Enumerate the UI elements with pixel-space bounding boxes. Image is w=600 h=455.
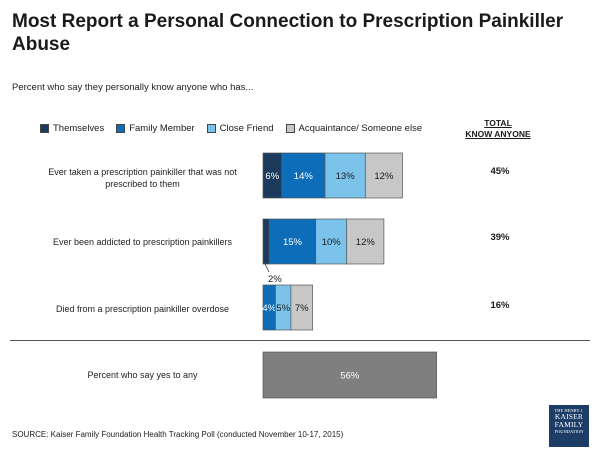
bar-row1-acquaintance xyxy=(346,218,385,265)
legend-item-family: Family Member xyxy=(116,123,195,134)
kff-logo: THE HENRY J. KAISER FAMILY FOUNDATION xyxy=(549,405,589,447)
bar-label-row0-friend: 13% xyxy=(336,171,356,182)
bar-row1-themselves xyxy=(262,218,270,265)
total-header-line-1: TOTAL xyxy=(484,118,512,128)
row-label-2: Died from a prescription painkiller over… xyxy=(30,303,255,315)
bar-row2-acquaintance xyxy=(290,284,313,331)
bar-row0-friend xyxy=(324,152,366,199)
legend-label-family: Family Member xyxy=(129,123,195,134)
bar-label-row0-themselves: 6% xyxy=(265,171,279,182)
row-label-0-line-1: Ever taken a prescription painkiller tha… xyxy=(48,167,237,177)
legend-label-friend: Close Friend xyxy=(219,123,274,134)
logo-line-2: KAISER xyxy=(554,412,584,421)
bar-label-row0-family: 14% xyxy=(294,171,314,182)
row-label-0-line-2: prescribed to them xyxy=(105,179,180,189)
total-header: TOTAL KNOW ANYONE xyxy=(463,118,533,140)
bar-label-row1-family: 15% xyxy=(283,237,303,248)
bar-row0-acquaintance xyxy=(364,152,403,199)
total-value-2: 16% xyxy=(490,300,510,311)
row-label-1: Ever been addicted to prescription paink… xyxy=(30,236,255,248)
bar-label-row2-friend: 5% xyxy=(276,303,290,314)
bar-label-row2-acquaintance: 7% xyxy=(295,303,309,314)
callout-line-row1 xyxy=(264,263,270,273)
bar-label-any: 56% xyxy=(340,371,360,382)
legend-label-themselves: Themselves xyxy=(53,123,105,134)
row-label-2-line-1: Died from a prescription painkiller over… xyxy=(55,304,230,314)
bar-row1-family xyxy=(268,218,317,265)
bar-label-row1-friend: 10% xyxy=(322,237,342,248)
bar-row0-family xyxy=(281,152,326,199)
logo-line-4: FOUNDATION xyxy=(554,429,584,434)
row-label-0: Ever taken a prescription painkiller tha… xyxy=(30,166,255,190)
logo-line-1: THE HENRY J. xyxy=(554,408,584,413)
legend-swatch-acquaintance xyxy=(285,124,295,133)
logo-line-3: FAMILY xyxy=(554,420,584,429)
bar-any xyxy=(262,351,437,399)
row-label-any: Percent who say yes to any xyxy=(30,369,255,381)
divider xyxy=(10,340,590,341)
bar-label-row2-family: 4% xyxy=(262,303,276,314)
row-label-any-text: Percent who say yes to any xyxy=(87,370,198,380)
total-header-line-2: KNOW ANYONE xyxy=(465,129,531,139)
chart-subtitle: Percent who say they personally know any… xyxy=(12,82,254,93)
bar-label-row0-acquaintance: 12% xyxy=(374,171,394,182)
chart-title: Most Report a Personal Connection to Pre… xyxy=(12,11,564,55)
total-value-1: 39% xyxy=(490,232,510,243)
total-value-0: 45% xyxy=(490,166,510,177)
legend-swatch-friend xyxy=(206,124,216,133)
bar-label-row1-acquaintance: 12% xyxy=(356,237,376,248)
legend-swatch-family xyxy=(116,124,126,133)
legend-swatch-themselves xyxy=(40,124,49,133)
legend-label-acquaintance: Acquaintance/ Someone else xyxy=(298,123,423,134)
row-label-1-line-1: Ever been addicted to prescription paink… xyxy=(52,237,233,247)
callout-label-row1: 2% xyxy=(268,274,282,285)
legend-item-acquaintance: Acquaintance/ Someone else xyxy=(285,123,423,134)
legend: Themselves Family Member Close Friend Ac… xyxy=(40,123,422,134)
legend-item-themselves: Themselves xyxy=(40,123,104,134)
legend-item-friend: Close Friend xyxy=(206,123,274,134)
source-note: SOURCE: Kaiser Family Foundation Health … xyxy=(12,430,344,439)
